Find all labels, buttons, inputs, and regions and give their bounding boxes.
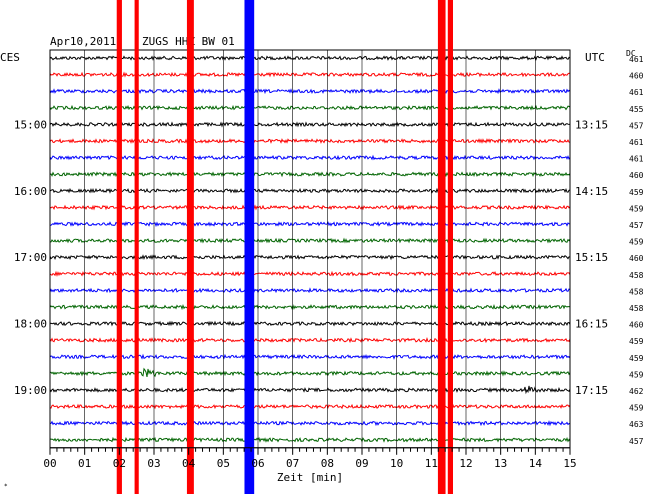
- trace-group: [49, 55, 571, 443]
- x-tick-label: 14: [529, 457, 543, 470]
- x-axis: 00 01 02 03 04 05 06 07 08 09 10 11 12 13 14 15: [43, 447, 577, 470]
- dc-offset-label: 463: [629, 420, 644, 429]
- trace-row-2: [49, 88, 571, 95]
- x-tick-label: 04: [182, 457, 196, 470]
- right-time-label: 16:15: [575, 318, 608, 331]
- dc-offset-label: 459: [629, 354, 644, 363]
- dc-offset-label: 461: [629, 55, 644, 64]
- x-tick-label: 08: [321, 457, 334, 470]
- x-tick-label: 00: [43, 457, 56, 470]
- x-axis-label: Zeit [min]: [277, 471, 343, 484]
- dc-offset-label: 459: [629, 188, 644, 197]
- x-tick-label: 15: [563, 457, 576, 470]
- label-group: 15:00 16:00 17:00 18:00 19:00 13:15 14:15 15:15…: [14, 55, 644, 446]
- dc-offset-label: 460: [629, 72, 644, 81]
- trace-row-13: [49, 270, 571, 277]
- right-time-label: 13:15: [575, 118, 608, 131]
- x-tick-label: 05: [217, 457, 230, 470]
- event-band-2: [186, 0, 194, 494]
- event-band-1: [134, 0, 139, 494]
- trace-row-20: [49, 385, 571, 395]
- dc-offset-label: 459: [629, 404, 644, 413]
- dc-offset-label: 455: [629, 105, 644, 114]
- left-time-label: 18:00: [14, 318, 47, 331]
- dc-offset-label: 459: [629, 337, 644, 346]
- event-group: [116, 0, 453, 494]
- dc-offset-label: 461: [629, 155, 644, 164]
- event-band-4: [437, 0, 446, 494]
- left-time-label: 17:00: [14, 251, 47, 264]
- event-band-3: [244, 0, 255, 494]
- dc-offset-label: 457: [629, 437, 644, 446]
- dc-offset-label: 458: [629, 271, 644, 280]
- dc-offset-label: 460: [629, 321, 644, 330]
- trace-row-11: [49, 237, 571, 244]
- trace-row-23: [49, 436, 571, 443]
- trace-row-16: [49, 320, 571, 327]
- left-time-label: 19:00: [14, 384, 47, 397]
- trace-row-19: [49, 367, 571, 378]
- trace-row-15: [49, 303, 571, 311]
- trace-row-0: [49, 55, 571, 61]
- trace-row-18: [49, 353, 571, 360]
- event-band-0: [116, 0, 122, 494]
- right-time-label: 14:15: [575, 185, 608, 198]
- left-time-label: 16:00: [14, 185, 47, 198]
- trace-row-3: [49, 104, 571, 111]
- dc-offset-label: 461: [629, 138, 644, 147]
- dc-offset-label: 457: [629, 221, 644, 230]
- trace-row-5: [49, 138, 571, 144]
- dc-offset-label: 457: [629, 121, 644, 130]
- dc-offset-label: 461: [629, 88, 644, 97]
- dc-header-label: DC: [626, 49, 636, 58]
- corner-mark: *: [4, 483, 8, 490]
- x-tick-label: 06: [251, 457, 264, 470]
- left-timezone-label: CES: [0, 51, 20, 64]
- x-tick-label: 02: [113, 457, 126, 470]
- trace-row-17: [49, 337, 571, 344]
- x-tick-label: 11: [425, 457, 438, 470]
- dc-offset-label: 460: [629, 171, 644, 180]
- x-tick-label: 03: [147, 457, 160, 470]
- event-band-5: [447, 0, 453, 494]
- trace-row-1: [49, 71, 570, 78]
- trace-row-22: [49, 420, 571, 427]
- grid-group: [49, 49, 571, 449]
- dc-offset-label: 458: [629, 287, 644, 296]
- trace-row-21: [49, 403, 571, 410]
- date-label: Apr10,2011: [50, 35, 116, 48]
- trace-row-4: [49, 121, 571, 128]
- x-tick-label: 07: [286, 457, 299, 470]
- right-timezone-label: UTC: [585, 51, 605, 64]
- dc-offset-label: 459: [629, 204, 644, 213]
- trace-row-9: [49, 204, 571, 211]
- x-tick-label: 13: [494, 457, 507, 470]
- dc-offset-label: 459: [629, 370, 644, 379]
- x-tick-label: 12: [459, 457, 472, 470]
- dc-offset-label: 459: [629, 238, 644, 247]
- plot-frame: [49, 49, 571, 449]
- dc-offset-label: 458: [629, 304, 644, 313]
- x-tick-label: 01: [78, 457, 91, 470]
- trace-row-7: [49, 171, 571, 178]
- x-tick-label: 09: [355, 457, 368, 470]
- left-time-label: 15:00: [14, 118, 47, 131]
- x-tick-label: 10: [390, 457, 403, 470]
- trace-row-6: [49, 154, 571, 161]
- trace-row-14: [49, 287, 571, 294]
- trace-row-12: [49, 254, 570, 261]
- right-time-label: 15:15: [575, 251, 608, 264]
- dc-offset-label: 462: [629, 387, 644, 396]
- trace-row-8: [49, 187, 571, 194]
- dc-offset-label: 460: [629, 254, 644, 263]
- trace-row-10: [50, 221, 571, 228]
- right-time-label: 17:15: [575, 384, 608, 397]
